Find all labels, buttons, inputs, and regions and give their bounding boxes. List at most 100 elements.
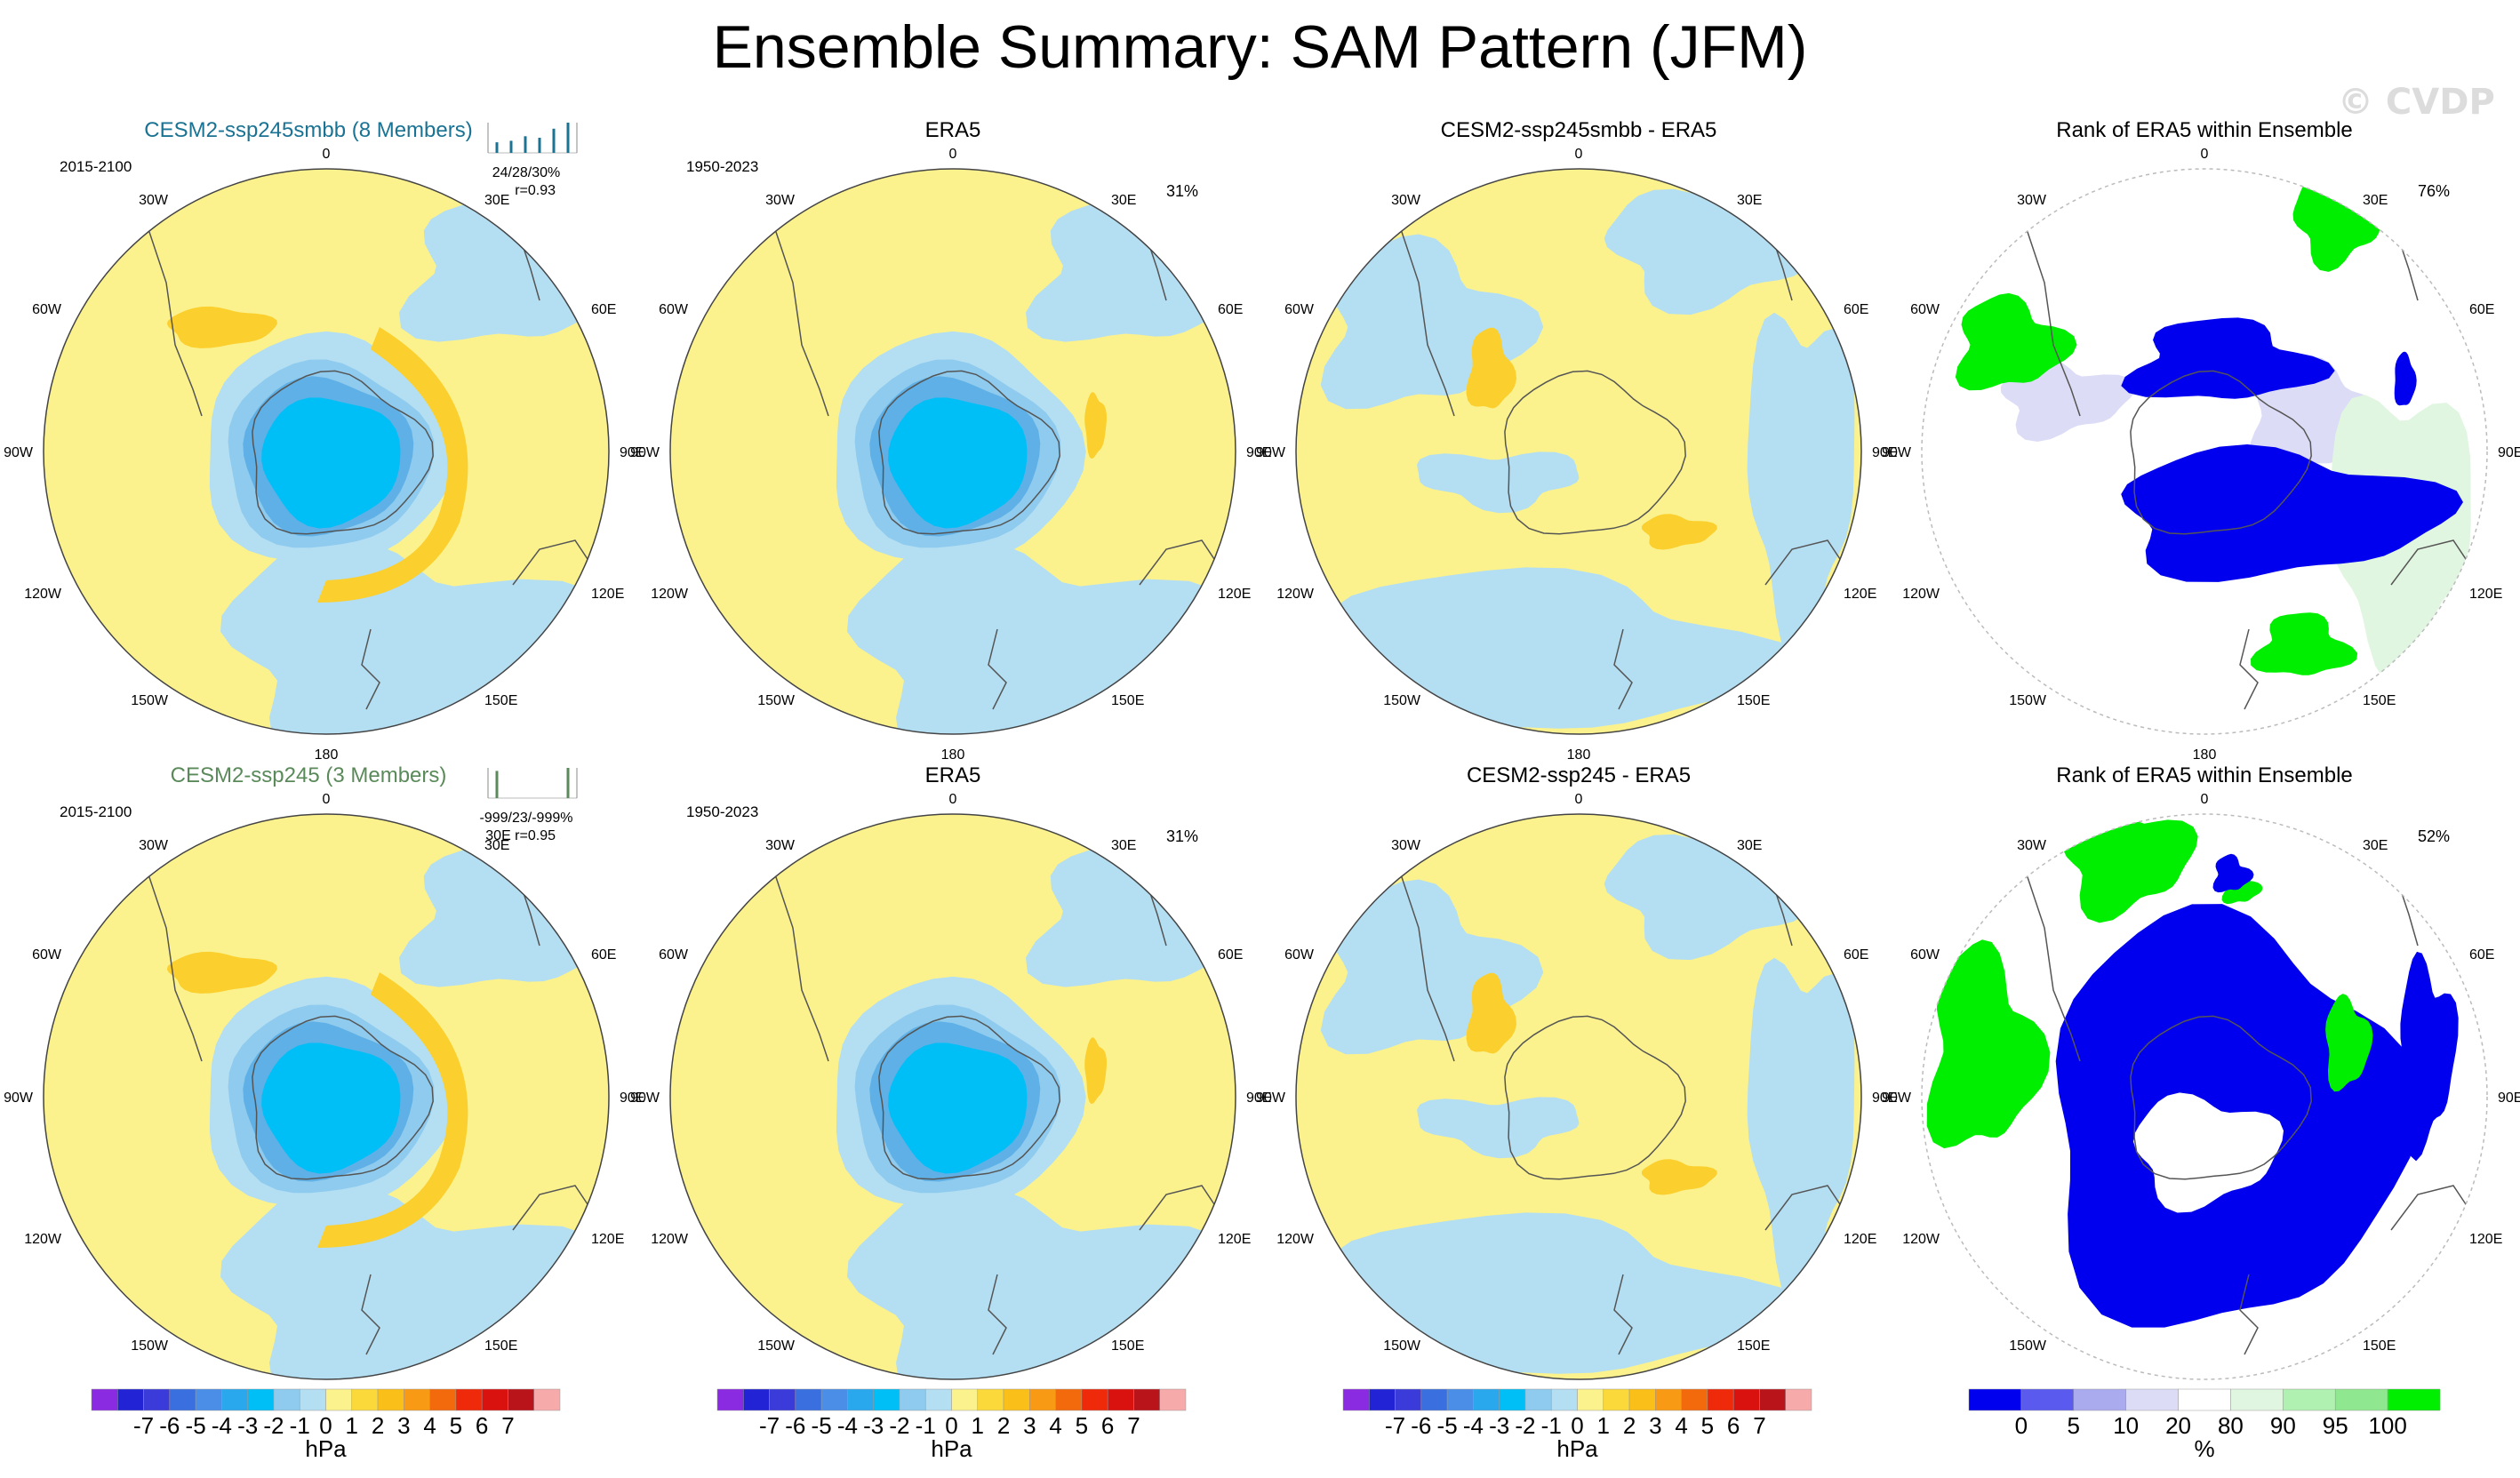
longitude-label: 30W bbox=[139, 193, 169, 208]
longitude-label: 0 bbox=[949, 792, 957, 807]
map-field bbox=[1296, 169, 1861, 734]
positive-anomaly bbox=[1084, 1037, 1107, 1105]
new-zealand-coastline bbox=[361, 1274, 380, 1355]
rank-green-region bbox=[1926, 939, 2051, 1149]
longitude-label: 90E bbox=[620, 445, 644, 460]
pattern-correlation-pct: 31% bbox=[1166, 182, 1198, 200]
colorbar-swatch bbox=[2334, 1388, 2388, 1411]
longitude-label: 90W bbox=[4, 1091, 34, 1106]
positive-anomaly bbox=[1084, 392, 1107, 459]
antarctica-coastline bbox=[252, 1015, 434, 1180]
longitude-label: 30W bbox=[139, 838, 169, 853]
rank-blue-region bbox=[2121, 317, 2335, 399]
pattern-correlation-pct: 52% bbox=[2418, 827, 2450, 845]
longitude-label: 60E bbox=[591, 302, 616, 317]
map-panel-obs: 0 180 30W 30E 60W 60E 90W 90E 120W 120E 150W 150E ER… bbox=[630, 118, 1271, 763]
longitude-label: 150W bbox=[1383, 1338, 1421, 1354]
longitude-label: 0 bbox=[323, 792, 331, 807]
colorbar-swatch bbox=[221, 1388, 248, 1411]
australia-coastline bbox=[1764, 539, 1846, 586]
colorbar-swatch bbox=[299, 1388, 326, 1411]
longitude-label: 120E bbox=[2469, 587, 2502, 602]
colorbar-swatch bbox=[2178, 1388, 2231, 1411]
negative-anomaly bbox=[1417, 1097, 1580, 1159]
colorbar-tick-label: 7 bbox=[1753, 1412, 1765, 1439]
map-field bbox=[44, 814, 609, 1379]
longitude-label: 150E bbox=[1737, 1338, 1770, 1354]
ensemble-correlation: r=0.93 bbox=[515, 183, 556, 198]
map-boundary bbox=[43, 168, 610, 735]
longitude-label: 0 bbox=[2201, 792, 2209, 807]
longitude-label: 30E bbox=[2363, 193, 2388, 208]
longitude-label: 150W bbox=[1383, 693, 1421, 708]
pattern-correlation-pct: 31% bbox=[1166, 827, 1198, 845]
south-america-coastline bbox=[1400, 874, 1455, 1062]
ensemble-stats: 24/28/30% bbox=[492, 165, 561, 180]
positive-anomaly bbox=[1641, 514, 1717, 550]
colorbar-swatch bbox=[1107, 1388, 1134, 1411]
colorbar-swatch bbox=[1029, 1388, 1056, 1411]
longitude-label: 30W bbox=[765, 838, 796, 853]
longitude-label: 0 bbox=[949, 147, 957, 162]
colorbar-swatch bbox=[1003, 1388, 1030, 1411]
period-label: 1950-2023 bbox=[686, 158, 758, 175]
negative-anomaly bbox=[1747, 957, 1855, 1311]
map-boundary bbox=[1921, 813, 2488, 1380]
positive-anomaly bbox=[1466, 972, 1516, 1054]
colorbar-tick-label: -5 bbox=[1437, 1412, 1458, 1439]
colorbar-tick-label: 6 bbox=[1727, 1412, 1740, 1439]
new-zealand-coastline bbox=[988, 1274, 1007, 1355]
colorbar-tick-label: 7 bbox=[1127, 1412, 1140, 1439]
panel-title: ERA5 bbox=[925, 118, 981, 142]
longitude-label: 90E bbox=[1872, 1091, 1897, 1106]
colorbar-tick-label: -1 bbox=[916, 1412, 936, 1439]
map-boundary bbox=[1295, 168, 1862, 735]
longitude-label: 150E bbox=[484, 693, 517, 708]
colorbar-swatch bbox=[977, 1388, 1004, 1411]
colorbar-swatch bbox=[273, 1388, 300, 1411]
colorbar-swatch bbox=[1681, 1388, 1708, 1411]
colorbar-tick-label: 10 bbox=[2113, 1412, 2139, 1439]
rank-green-region bbox=[2251, 612, 2358, 675]
longitude-label: 60W bbox=[1284, 302, 1315, 317]
colorbar-swatch bbox=[795, 1388, 822, 1411]
longitude-label: 60E bbox=[2469, 302, 2494, 317]
colorbar-swatch bbox=[1081, 1388, 1108, 1411]
map-panel-rank: 0 180 30W 30E 60W 60E 90W 90E 120W 120E 150W 150E Ra… bbox=[1882, 118, 2520, 763]
longitude-label: 90W bbox=[1256, 1091, 1286, 1106]
australia-coastline bbox=[512, 1185, 594, 1231]
longitude-label: 120E bbox=[591, 1232, 624, 1247]
rank-colorbar: 0 5 10 20 80 90 95 100% bbox=[1968, 1388, 2441, 1462]
ensemble-minibar bbox=[487, 768, 578, 799]
colorbar-tick-label: 80 bbox=[2218, 1412, 2244, 1439]
longitude-label: 90E bbox=[620, 1091, 644, 1106]
ensemble-correlation: 30E r=0.95 bbox=[485, 828, 556, 843]
south-america-coastline bbox=[774, 874, 829, 1062]
colorbar-swatch bbox=[1759, 1388, 1786, 1411]
ensemble-minibar bbox=[487, 123, 578, 154]
longitude-label: 60W bbox=[1910, 302, 1940, 317]
longitude-label: 30W bbox=[2017, 838, 2047, 853]
colorbar-unit: hPa bbox=[1556, 1435, 1598, 1462]
longitude-label: 30E bbox=[1111, 838, 1136, 853]
new-zealand-coastline bbox=[1613, 1274, 1633, 1355]
longitude-label: 60E bbox=[591, 947, 616, 963]
longitude-label: 120W bbox=[1276, 1232, 1315, 1247]
colorbar-tick-label: 5 bbox=[1701, 1412, 1714, 1439]
colorbar-tick-label: 4 bbox=[423, 1412, 436, 1439]
colorbar-tick-label: 2 bbox=[997, 1412, 1010, 1439]
south-america-coastline bbox=[2026, 874, 2081, 1062]
colorbar-swatch bbox=[847, 1388, 874, 1411]
colorbar-swatch bbox=[1577, 1388, 1604, 1411]
south-america-coastline bbox=[2026, 228, 2081, 417]
longitude-label: 120E bbox=[1218, 587, 1251, 602]
longitude-label: 30E bbox=[484, 193, 509, 208]
period-label: 1950-2023 bbox=[686, 803, 758, 820]
colorbar-swatch bbox=[1473, 1388, 1500, 1411]
rank-white-hole bbox=[2133, 1092, 2284, 1213]
colorbar-tick-label: -5 bbox=[186, 1412, 206, 1439]
new-zealand-coastline bbox=[988, 628, 1007, 710]
colorbar-tick-label: -4 bbox=[837, 1412, 858, 1439]
low-contour bbox=[888, 397, 1028, 529]
